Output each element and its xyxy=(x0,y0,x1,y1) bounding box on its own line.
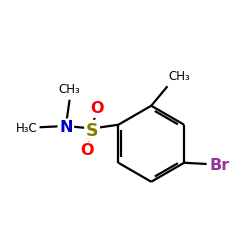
Text: O: O xyxy=(80,143,94,158)
Text: O: O xyxy=(90,101,104,116)
Text: Br: Br xyxy=(210,158,230,173)
Text: S: S xyxy=(86,122,98,140)
Text: N: N xyxy=(59,120,72,135)
Text: H₃C: H₃C xyxy=(16,122,38,135)
Text: CH₃: CH₃ xyxy=(59,83,80,96)
Text: CH₃: CH₃ xyxy=(169,70,190,83)
